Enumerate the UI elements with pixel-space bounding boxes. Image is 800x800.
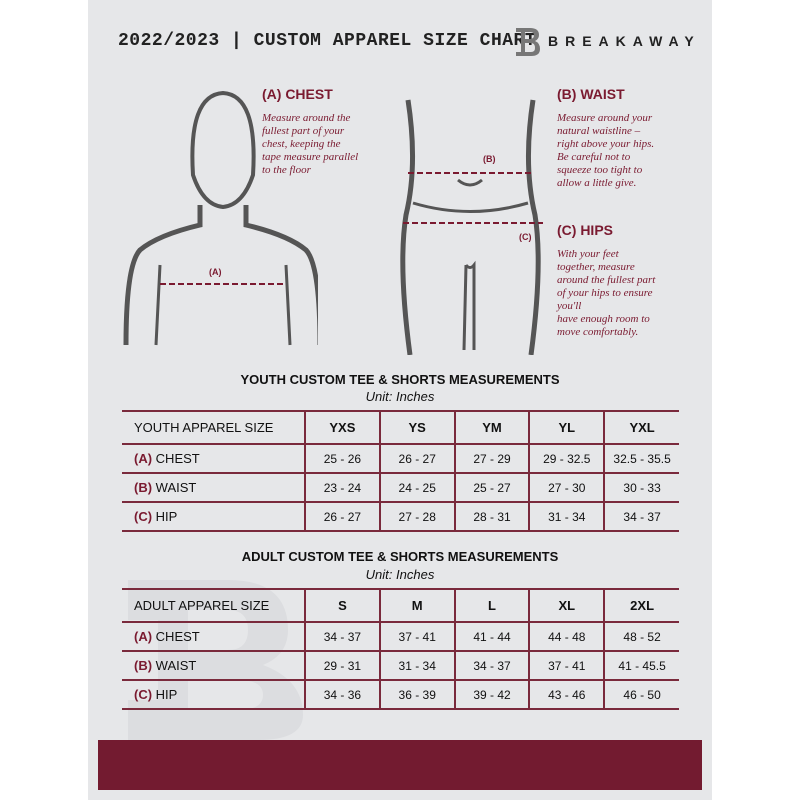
measurement-name: HIP bbox=[155, 687, 178, 702]
table-row: (A) CHEST 25 - 26 26 - 27 27 - 29 29 - 32.5 3… bbox=[122, 443, 679, 474]
size-header: YXL bbox=[603, 410, 679, 445]
footer-band bbox=[98, 740, 702, 790]
adult-unit: Unit: Inches bbox=[365, 567, 435, 582]
size-header: YL bbox=[528, 410, 605, 445]
table-row: (B) WAIST 23 - 24 24 - 25 25 - 27 27 - 30 30 … bbox=[122, 472, 679, 503]
table-header-row: YOUTH APPAREL SIZE YXS YS YM YL YXL bbox=[122, 410, 679, 445]
measurement-value: 26 - 27 bbox=[304, 501, 380, 532]
measurement-value: 28 - 31 bbox=[453, 501, 530, 532]
hips-heading: (C) HIPS bbox=[557, 222, 613, 238]
chest-marker: (A) bbox=[209, 267, 222, 277]
measurement-value: 34 - 37 bbox=[453, 650, 530, 681]
waist-description: Measure around your natural waistline – ri… bbox=[557, 112, 655, 189]
measurement-value: 25 - 27 bbox=[453, 472, 530, 503]
size-header: L bbox=[453, 588, 530, 623]
table-row: (B) WAIST 29 - 31 31 - 34 34 - 37 37 - 41 41 … bbox=[122, 650, 679, 681]
measurement-value: 48 - 52 bbox=[603, 621, 679, 652]
adult-size-table: ADULT APPAREL SIZE S M L XL 2XL (A) CHEST 34 - … bbox=[122, 588, 679, 710]
measurement-value: 30 - 33 bbox=[603, 472, 679, 503]
youth-size-table: YOUTH APPAREL SIZE YXS YS YM YL YXL (A) CHEST 2… bbox=[122, 410, 679, 532]
measurement-value: 26 - 27 bbox=[378, 443, 455, 474]
size-label-header: ADULT APPAREL SIZE bbox=[122, 588, 305, 623]
hips-description: With your feet together, measure around th… bbox=[557, 248, 656, 338]
size-header: YM bbox=[453, 410, 530, 445]
measurement-value: 46 - 50 bbox=[603, 679, 679, 710]
measurement-value: 31 - 34 bbox=[528, 501, 605, 532]
measurement-value: 34 - 36 bbox=[304, 679, 380, 710]
hips-marker: (C) bbox=[519, 232, 532, 242]
upper-body-figure bbox=[123, 90, 318, 346]
page-title: 2022/2023 | CUSTOM APPAREL SIZE CHART bbox=[118, 31, 537, 51]
size-chart-page: 2022/2023 | CUSTOM APPAREL SIZE CHART BR… bbox=[88, 0, 712, 800]
measurement-label: (A) CHEST bbox=[122, 621, 305, 652]
youth-section-title: YOUTH CUSTOM TEE & SHORTS MEASUREMENTS bbox=[240, 372, 560, 387]
size-header: M bbox=[378, 588, 455, 623]
measurement-value: 27 - 30 bbox=[528, 472, 605, 503]
measurement-letter: (B) bbox=[134, 480, 153, 495]
size-header: XL bbox=[528, 588, 605, 623]
measurement-value: 25 - 26 bbox=[304, 443, 380, 474]
table-row: (C) HIP 34 - 36 36 - 39 39 - 42 43 - 46 46 - … bbox=[122, 679, 679, 710]
chest-description: Measure around the fullest part of your ch… bbox=[262, 112, 359, 176]
waist-heading: (B) WAIST bbox=[557, 86, 625, 102]
measurement-value: 37 - 41 bbox=[528, 650, 605, 681]
breakaway-logo-icon bbox=[516, 28, 540, 56]
measurement-name: HIP bbox=[155, 509, 178, 524]
measurement-letter: (B) bbox=[134, 658, 153, 673]
measurement-value: 34 - 37 bbox=[603, 501, 679, 532]
measurement-letter: (C) bbox=[134, 509, 153, 524]
measurement-value: 29 - 31 bbox=[304, 650, 380, 681]
waist-marker: (B) bbox=[483, 154, 496, 164]
measurement-label: (C) HIP bbox=[122, 679, 305, 710]
measurement-name: WAIST bbox=[155, 658, 197, 673]
chest-heading: (A) CHEST bbox=[262, 86, 333, 102]
measurement-value: 24 - 25 bbox=[378, 472, 455, 503]
measurement-label: (A) CHEST bbox=[122, 443, 305, 474]
measurement-value: 37 - 41 bbox=[378, 621, 455, 652]
brand-name: BREAKAWAY bbox=[548, 33, 701, 49]
measurement-value: 23 - 24 bbox=[304, 472, 380, 503]
measurement-label: (B) WAIST bbox=[122, 472, 305, 503]
measurement-value: 43 - 46 bbox=[528, 679, 605, 710]
measurement-name: WAIST bbox=[155, 480, 197, 495]
measurement-value: 34 - 37 bbox=[304, 621, 380, 652]
size-label-header: YOUTH APPAREL SIZE bbox=[122, 410, 305, 445]
measurement-value: 44 - 48 bbox=[528, 621, 605, 652]
measurement-label: (C) HIP bbox=[122, 501, 305, 532]
measurement-letter: (A) bbox=[134, 629, 153, 644]
size-header: 2XL bbox=[603, 588, 679, 623]
measurement-value: 41 - 45.5 bbox=[603, 650, 679, 681]
measurement-value: 41 - 44 bbox=[453, 621, 530, 652]
measurement-name: CHEST bbox=[155, 451, 200, 466]
measurement-letter: (A) bbox=[134, 451, 153, 466]
table-header-row: ADULT APPAREL SIZE S M L XL 2XL bbox=[122, 588, 679, 623]
adult-section-title: ADULT CUSTOM TEE & SHORTS MEASUREMENTS bbox=[241, 549, 559, 564]
measurement-value: 27 - 29 bbox=[453, 443, 530, 474]
measurement-value: 32.5 - 35.5 bbox=[603, 443, 679, 474]
size-header: S bbox=[304, 588, 380, 623]
table-row: (C) HIP 26 - 27 27 - 28 28 - 31 31 - 34 34 - … bbox=[122, 501, 679, 532]
measurement-name: CHEST bbox=[155, 629, 200, 644]
lower-body-figure bbox=[400, 99, 543, 355]
size-header: YXS bbox=[304, 410, 380, 445]
table-row: (A) CHEST 34 - 37 37 - 41 41 - 44 44 - 48 48 … bbox=[122, 621, 679, 652]
measurement-value: 36 - 39 bbox=[378, 679, 455, 710]
measurement-label: (B) WAIST bbox=[122, 650, 305, 681]
measurement-value: 31 - 34 bbox=[378, 650, 455, 681]
measurement-value: 29 - 32.5 bbox=[528, 443, 605, 474]
youth-unit: Unit: Inches bbox=[365, 389, 435, 404]
measurement-letter: (C) bbox=[134, 687, 153, 702]
size-header: YS bbox=[378, 410, 455, 445]
measurement-value: 39 - 42 bbox=[453, 679, 530, 710]
measurement-value: 27 - 28 bbox=[378, 501, 455, 532]
